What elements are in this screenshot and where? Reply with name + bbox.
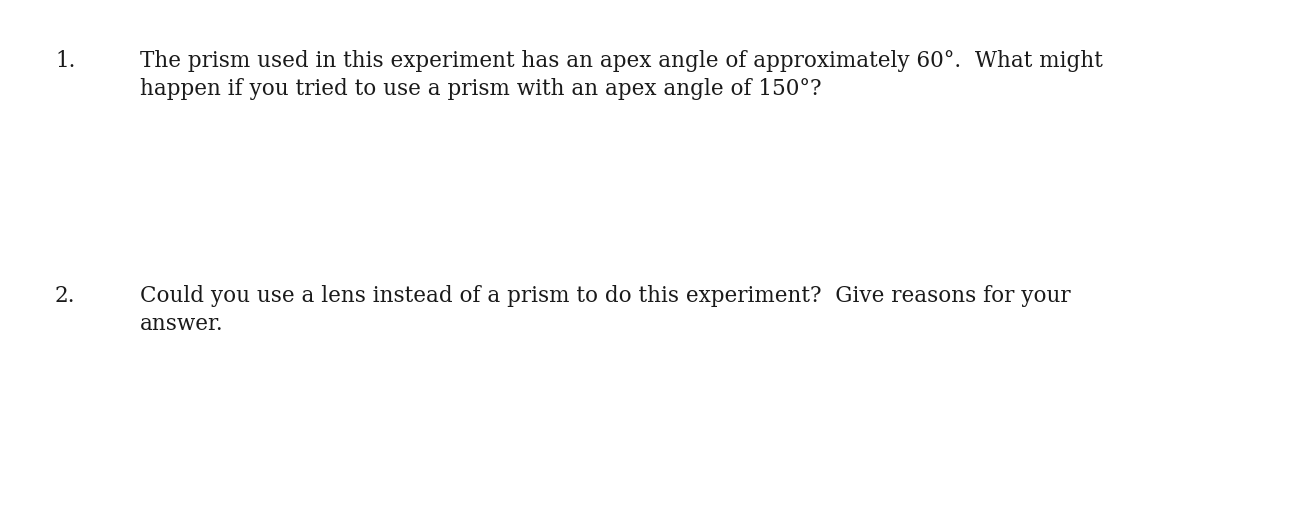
- Text: 2.: 2.: [55, 285, 75, 307]
- Text: Could you use a lens instead of a prism to do this experiment?  Give reasons for: Could you use a lens instead of a prism …: [139, 285, 1071, 307]
- Text: happen if you tried to use a prism with an apex angle of 150°?: happen if you tried to use a prism with …: [139, 78, 821, 100]
- Text: The prism used in this experiment has an apex angle of approximately 60°.  What : The prism used in this experiment has an…: [139, 50, 1103, 72]
- Text: 1.: 1.: [55, 50, 75, 72]
- Text: answer.: answer.: [139, 313, 224, 335]
